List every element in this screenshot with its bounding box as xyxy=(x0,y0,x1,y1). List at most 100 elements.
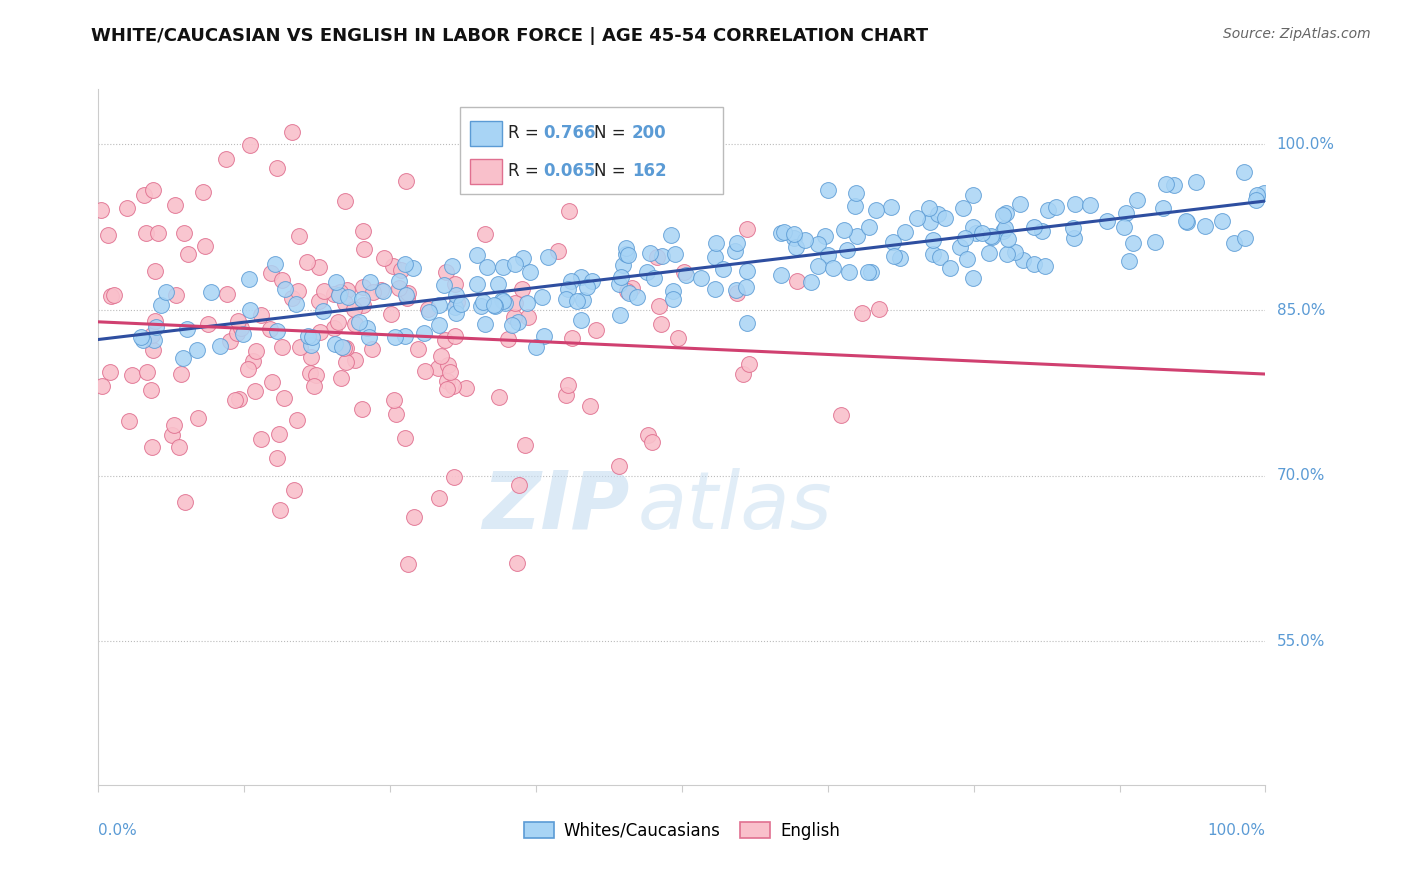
Point xyxy=(350,293,373,307)
Point xyxy=(735,264,758,278)
Point xyxy=(384,392,406,407)
Point xyxy=(513,438,536,452)
Point xyxy=(735,280,758,294)
Point xyxy=(236,362,259,376)
Point xyxy=(305,368,328,382)
Point xyxy=(492,260,515,274)
Point xyxy=(343,318,366,332)
Point xyxy=(100,289,122,303)
Point xyxy=(146,226,169,240)
Point xyxy=(373,285,395,299)
Point xyxy=(578,399,600,413)
Point xyxy=(443,470,465,484)
Point xyxy=(271,273,294,287)
Point xyxy=(266,161,288,175)
Point xyxy=(889,252,911,266)
Point xyxy=(353,242,375,256)
Point xyxy=(231,320,253,334)
Point xyxy=(661,292,683,306)
Point xyxy=(427,298,450,312)
Point xyxy=(215,287,238,301)
Point xyxy=(352,402,374,417)
Point xyxy=(474,317,496,331)
Point xyxy=(1008,197,1031,211)
Point xyxy=(388,275,411,289)
Point xyxy=(173,226,195,240)
Point xyxy=(329,285,352,299)
Point xyxy=(555,388,578,402)
Point xyxy=(167,440,190,454)
Point xyxy=(486,277,509,291)
Point xyxy=(738,357,761,371)
Point xyxy=(443,300,465,314)
Text: 162: 162 xyxy=(631,162,666,180)
Point xyxy=(436,358,458,372)
Point xyxy=(477,260,499,274)
Point xyxy=(1063,231,1085,245)
Point xyxy=(441,379,464,393)
Point xyxy=(1114,219,1136,234)
Point xyxy=(565,293,588,308)
Point xyxy=(197,318,219,332)
Point xyxy=(1233,231,1256,245)
Point xyxy=(330,371,353,385)
Point xyxy=(90,202,112,217)
Point xyxy=(724,283,747,297)
Point xyxy=(851,306,873,320)
Point xyxy=(636,265,658,279)
Point xyxy=(617,248,640,262)
Point xyxy=(200,285,222,300)
Point xyxy=(569,270,592,285)
Point xyxy=(360,342,382,356)
FancyBboxPatch shape xyxy=(470,159,502,184)
Point xyxy=(1184,175,1206,189)
Point xyxy=(970,226,993,240)
Point xyxy=(450,297,472,311)
Point xyxy=(238,272,260,286)
Point xyxy=(328,315,350,329)
Point xyxy=(1118,254,1140,268)
Point xyxy=(396,286,419,301)
Point xyxy=(832,223,855,237)
Point xyxy=(436,382,458,396)
Point xyxy=(299,350,322,364)
Text: Source: ZipAtlas.com: Source: ZipAtlas.com xyxy=(1223,27,1371,41)
Point xyxy=(845,228,868,243)
Point xyxy=(645,250,668,264)
Point xyxy=(250,308,273,322)
Point xyxy=(333,296,356,310)
Point xyxy=(560,274,582,288)
Point xyxy=(434,333,457,347)
Point xyxy=(142,183,165,197)
Point xyxy=(312,285,335,299)
Point xyxy=(868,302,890,317)
Point xyxy=(434,265,457,279)
Point xyxy=(844,199,866,213)
Point xyxy=(823,260,845,275)
Point xyxy=(359,330,381,344)
Point xyxy=(962,220,984,235)
Point xyxy=(1078,197,1101,211)
Point xyxy=(905,211,928,225)
Text: N =: N = xyxy=(595,162,631,180)
Point xyxy=(465,248,488,262)
Point xyxy=(735,316,758,330)
Point xyxy=(266,450,288,465)
Point xyxy=(285,413,308,427)
Text: atlas: atlas xyxy=(637,467,832,546)
Point xyxy=(135,226,157,240)
Point xyxy=(215,152,238,166)
Point xyxy=(626,290,648,304)
Text: 55.0%: 55.0% xyxy=(1277,634,1324,648)
Point xyxy=(980,229,1002,244)
Point xyxy=(865,202,887,217)
Point xyxy=(1004,245,1026,260)
Point xyxy=(607,458,630,473)
Point xyxy=(557,204,579,219)
Point xyxy=(955,231,977,245)
Point xyxy=(609,308,631,322)
Point xyxy=(993,208,1015,222)
Point xyxy=(174,495,197,509)
Point xyxy=(965,226,987,240)
Point xyxy=(1095,213,1118,227)
